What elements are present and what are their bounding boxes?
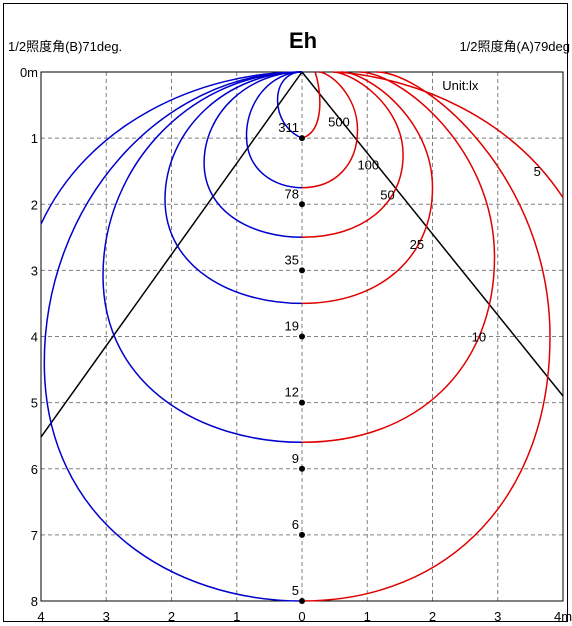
half-angle-a-label: 1/2照度角(A)79deg bbox=[459, 39, 570, 54]
chart-frame bbox=[3, 3, 568, 622]
center-point bbox=[299, 267, 305, 274]
isolux-curve-side-b bbox=[203, 71, 303, 239]
x-tick-label: 4m bbox=[554, 609, 572, 624]
isolux-curve-side-b bbox=[43, 71, 303, 602]
center-point-lux-label: 78 bbox=[285, 186, 299, 201]
contour-lux-label: 100 bbox=[357, 158, 379, 173]
y-tick-label: 7 bbox=[31, 528, 38, 543]
y-tick-label: 5 bbox=[31, 396, 38, 411]
x-tick-label: 1 bbox=[364, 609, 371, 624]
isolux-curve-side-a bbox=[337, 71, 564, 199]
y-tick-label: 6 bbox=[31, 462, 38, 477]
y-tick-label: 3 bbox=[31, 263, 38, 278]
chart-title: Eh bbox=[288, 28, 318, 53]
center-point bbox=[299, 465, 305, 472]
x-tick-label: 4 bbox=[37, 609, 44, 624]
isolux-curve-side-b bbox=[277, 71, 303, 139]
isolux-curve-side-a bbox=[301, 71, 404, 239]
center-point bbox=[299, 201, 305, 208]
isolux-curve-side-a bbox=[301, 71, 434, 305]
center-point-lux-label: 12 bbox=[285, 385, 299, 400]
contour-lux-label: 5 bbox=[534, 164, 541, 179]
center-point-lux-label: 19 bbox=[285, 319, 299, 334]
center-point bbox=[299, 598, 305, 604]
half-angle-a-line bbox=[301, 71, 564, 397]
x-tick-label: 0 bbox=[298, 609, 305, 624]
y-tick-label: 0m bbox=[20, 65, 38, 80]
y-tick-label: 8 bbox=[31, 594, 38, 609]
half-angle-b-line bbox=[40, 71, 303, 438]
center-point-lux-label: 9 bbox=[292, 451, 299, 466]
contour-lux-label: 500 bbox=[328, 115, 350, 130]
center-point-lux-label: 311 bbox=[278, 120, 299, 135]
isolux-curve-side-a bbox=[301, 71, 551, 602]
isolux-curve-side-a bbox=[301, 71, 496, 444]
center-point bbox=[299, 531, 305, 538]
contour-lux-label: 50 bbox=[380, 187, 394, 202]
isolux-curve-side-a bbox=[301, 71, 359, 189]
isolux-curve-side-b bbox=[102, 71, 303, 444]
y-tick-label: 1 bbox=[31, 131, 38, 146]
isolux-curve-side-b bbox=[40, 71, 303, 225]
unit-label: Unit:lx bbox=[442, 78, 479, 93]
x-tick-label: 3 bbox=[103, 609, 110, 624]
center-point-lux-label: 5 bbox=[292, 583, 299, 598]
center-point bbox=[299, 333, 305, 340]
center-point bbox=[299, 135, 305, 142]
half-angle-b-label: 1/2照度角(B)71deg. bbox=[8, 39, 123, 54]
isolux-curve-side-a bbox=[301, 71, 321, 139]
center-point-lux-label: 35 bbox=[285, 252, 299, 267]
x-tick-label: 3 bbox=[494, 609, 501, 624]
x-tick-label: 2 bbox=[168, 609, 175, 624]
y-tick-label: 2 bbox=[31, 197, 38, 212]
x-tick-label: 2 bbox=[429, 609, 436, 624]
contour-lux-label: 25 bbox=[410, 237, 424, 252]
y-tick-label: 4 bbox=[31, 330, 38, 345]
center-point-lux-label: 6 bbox=[292, 517, 299, 532]
x-tick-label: 1 bbox=[233, 609, 240, 624]
isolux-curve-side-b bbox=[164, 71, 303, 305]
contour-lux-label: 10 bbox=[472, 330, 486, 345]
center-point bbox=[299, 399, 305, 406]
isolux-curve-side-b bbox=[245, 71, 303, 189]
